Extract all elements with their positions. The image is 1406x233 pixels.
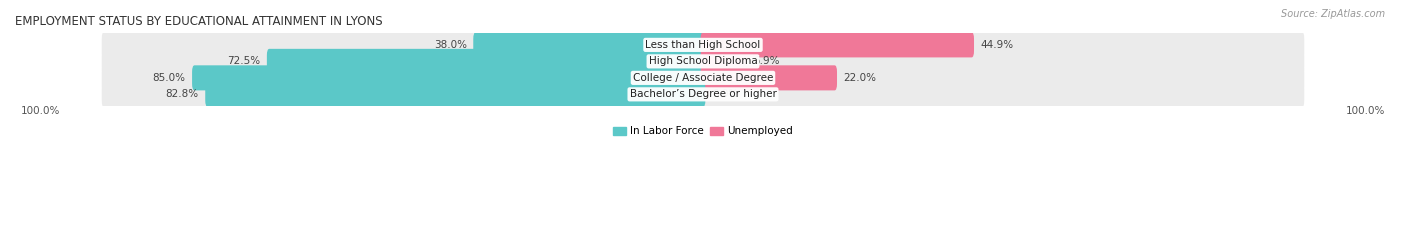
FancyBboxPatch shape <box>700 32 974 57</box>
FancyBboxPatch shape <box>101 31 1305 59</box>
Text: 82.8%: 82.8% <box>166 89 198 99</box>
FancyBboxPatch shape <box>205 82 706 107</box>
Text: 6.9%: 6.9% <box>754 56 780 66</box>
Text: 38.0%: 38.0% <box>433 40 467 50</box>
Legend: In Labor Force, Unemployed: In Labor Force, Unemployed <box>609 122 797 140</box>
Text: High School Diploma: High School Diploma <box>648 56 758 66</box>
FancyBboxPatch shape <box>700 65 837 90</box>
Text: Bachelor’s Degree or higher: Bachelor’s Degree or higher <box>630 89 776 99</box>
Text: EMPLOYMENT STATUS BY EDUCATIONAL ATTAINMENT IN LYONS: EMPLOYMENT STATUS BY EDUCATIONAL ATTAINM… <box>15 15 382 28</box>
Text: Less than High School: Less than High School <box>645 40 761 50</box>
FancyBboxPatch shape <box>700 49 747 74</box>
FancyBboxPatch shape <box>474 32 706 57</box>
FancyBboxPatch shape <box>101 64 1305 92</box>
FancyBboxPatch shape <box>267 49 706 74</box>
Text: 44.9%: 44.9% <box>980 40 1014 50</box>
FancyBboxPatch shape <box>193 65 706 90</box>
Text: 100.0%: 100.0% <box>1346 106 1385 116</box>
Text: College / Associate Degree: College / Associate Degree <box>633 73 773 83</box>
FancyBboxPatch shape <box>101 47 1305 75</box>
FancyBboxPatch shape <box>101 80 1305 109</box>
Text: Source: ZipAtlas.com: Source: ZipAtlas.com <box>1281 9 1385 19</box>
Text: 72.5%: 72.5% <box>228 56 260 66</box>
Text: 0.0%: 0.0% <box>711 89 738 99</box>
Text: 85.0%: 85.0% <box>152 73 186 83</box>
Text: 100.0%: 100.0% <box>21 106 60 116</box>
Text: 22.0%: 22.0% <box>844 73 876 83</box>
